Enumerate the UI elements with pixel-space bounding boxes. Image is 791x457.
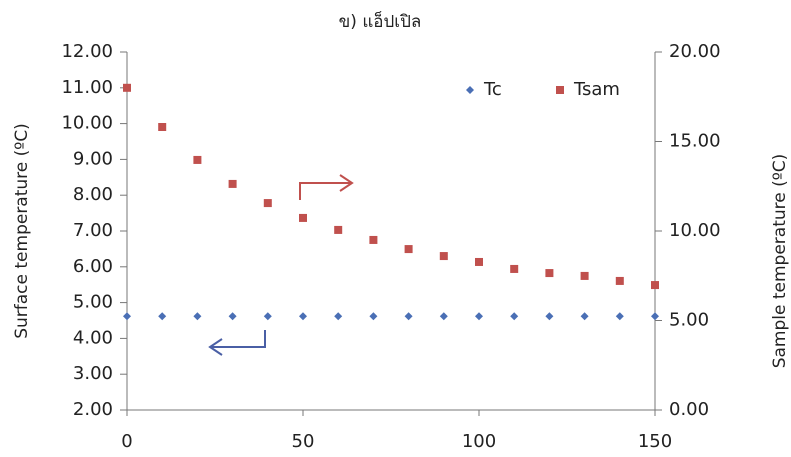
x-tick-label: 0 [121,431,132,452]
point [615,276,624,285]
point [299,213,307,222]
y2-axis-label: Sample temperature (ºC) [770,154,790,369]
point [158,312,167,321]
point [439,252,448,261]
y2-tick-label: 10.00 [669,220,721,241]
y2-tick-label: 20.00 [669,41,721,62]
x-tick-label: 50 [292,431,315,452]
point [545,312,554,321]
y2-tick-label: 5.00 [669,310,709,331]
y-tick-label: 2.00 [73,399,113,420]
x-tick-label: 100 [462,431,496,452]
y2-tick-label: 0.00 [669,399,709,420]
point [158,123,167,132]
y-tick-label: 11.00 [61,77,113,98]
point [334,312,343,321]
y-tick-label: 6.00 [73,256,113,277]
arrow-right [299,174,354,200]
chart-title: ข) แอ็ปเปิล [339,10,422,32]
point [580,312,589,321]
x-tick-label: 150 [638,431,672,452]
point [475,312,483,321]
point [404,312,413,321]
arrow-left [208,330,266,356]
point [334,225,343,234]
y-tick-label: 3.00 [73,363,113,384]
legend-marker [466,86,474,94]
point [439,312,448,321]
point [510,312,519,321]
point [651,281,659,290]
y-tick-label: 5.00 [73,292,113,313]
y-tick-label: 12.00 [61,41,113,62]
point [123,312,131,321]
y-tick-label: 8.00 [73,184,113,205]
point [263,312,272,321]
point [369,312,378,321]
point [263,199,272,208]
y-tick-label: 4.00 [73,327,113,348]
point [193,155,202,164]
point [369,235,378,244]
legend-label: Tc [483,79,502,100]
legend-label: Tsam [573,79,620,100]
point [615,312,624,321]
y2-tick-label: 15.00 [669,131,721,152]
legend-marker [556,86,564,94]
y-tick-label: 9.00 [73,148,113,169]
point [228,312,237,321]
point [299,312,307,321]
point [193,312,202,321]
point [123,83,131,92]
point [475,257,483,266]
point [228,179,237,188]
y-tick-label: 10.00 [61,113,113,134]
point [580,271,589,280]
point [404,245,413,254]
y-tick-label: 7.00 [73,220,113,241]
point [510,264,519,273]
point [651,312,659,321]
y-axis-label: Surface temperature (ºC) [12,123,32,339]
point [545,269,554,278]
